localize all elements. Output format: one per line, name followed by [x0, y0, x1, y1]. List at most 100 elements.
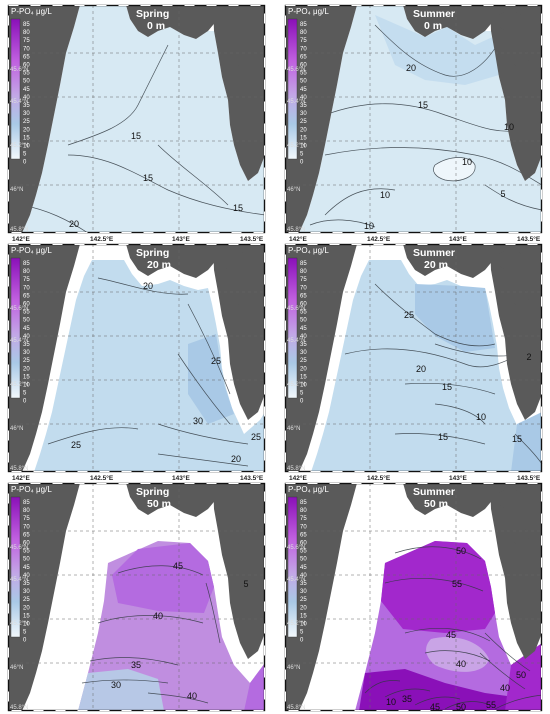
legend-tick-label: 80: [300, 508, 307, 514]
contour-label: 10: [476, 412, 486, 422]
legend-tick-label: 5: [300, 391, 304, 397]
legend-tick-label: 75: [300, 277, 307, 283]
legend-unit: P-PO₄ μg/L: [11, 246, 52, 255]
legend-tick-label: 40: [23, 95, 30, 101]
legend-tick-label: 45: [300, 326, 307, 332]
legend-tick-label: 45: [23, 87, 30, 93]
legend-tick-label: 45: [300, 87, 307, 93]
lon-label: 142.5°E: [90, 235, 114, 243]
contour-label: 45: [446, 630, 456, 640]
lat-label: 45.4°N: [10, 338, 28, 344]
panel-season: Spring: [136, 486, 169, 498]
contour-label: 5: [243, 579, 248, 589]
lat-label: 45.6°N: [10, 306, 28, 312]
lon-label: 142.5°E: [367, 235, 391, 243]
lon-label: 142.5°E: [367, 474, 391, 482]
landmass: [8, 483, 80, 711]
legend-tick-label: 40: [300, 95, 307, 101]
legend-tick-label: 80: [23, 508, 30, 514]
lat-label: 46°N: [287, 187, 300, 193]
legend-tick-label: 35: [300, 342, 307, 348]
contour-label: 15: [233, 203, 243, 213]
legend-colorbar: [287, 257, 298, 399]
island: [220, 250, 249, 271]
lat-label: 45.4°N: [10, 99, 28, 105]
landmass: [8, 5, 80, 233]
legend-tick-label: 40: [300, 573, 307, 579]
legend-tick-label: 75: [23, 38, 30, 44]
landmass: [8, 244, 80, 472]
lon-label: 143.5°E: [240, 474, 264, 482]
contour-label: 5: [500, 189, 505, 199]
contour-label: 40: [187, 691, 197, 701]
legend-tick-label: 80: [300, 269, 307, 275]
legend-tick-label: 30: [300, 350, 307, 356]
contour-label: 35: [402, 694, 412, 704]
legend-tick-label: 85: [23, 261, 30, 267]
legend-tick-label: 85: [300, 261, 307, 267]
lon-label: 143.5°E: [517, 474, 541, 482]
legend-unit: P-PO₄ μg/L: [11, 7, 52, 16]
island: [497, 11, 526, 32]
island: [497, 250, 526, 271]
concentration-high-zone: [375, 15, 499, 85]
legend-tick-label: 65: [23, 54, 30, 60]
contour-label: 10: [504, 122, 514, 132]
contour-line: [514, 433, 543, 465]
legend-tick-label: 85: [300, 22, 307, 28]
island: [508, 288, 529, 306]
landmass: [490, 483, 542, 659]
landmass: [213, 483, 265, 659]
panel-season: Summer: [413, 486, 455, 498]
legend-tick-label: 55: [23, 549, 30, 555]
lat-label: 45.6°N: [287, 545, 305, 551]
legend-tick-label: 75: [300, 38, 307, 44]
panel-frame: [7, 243, 266, 473]
lon-label: 143°E: [172, 235, 190, 243]
contour-line: [157, 144, 229, 206]
contour-line: [364, 680, 401, 694]
lat-label: 46°N: [287, 426, 300, 432]
lat-label: 46°N: [10, 426, 23, 432]
legend-tick-label: 55: [23, 71, 30, 77]
legend-tick-label: 50: [23, 557, 30, 563]
legend-tick-label: 15: [23, 613, 30, 619]
lat-label: 45.4°N: [10, 577, 28, 583]
legend-tick-label: 75: [23, 277, 30, 283]
lat-label: 45.6°N: [287, 67, 305, 73]
panel-depth: 20 m: [147, 259, 171, 271]
lat-label: 45.2°N: [287, 621, 305, 627]
contour-label: 25: [211, 356, 221, 366]
concentration-high-zone: [244, 663, 265, 711]
legend-tick-label: 0: [23, 160, 27, 166]
contour-label: 45: [430, 702, 440, 712]
lon-label: 143°E: [449, 235, 467, 243]
panel-depth: 0 m: [147, 20, 165, 32]
legend-tick-label: 35: [300, 103, 307, 109]
landmass: [403, 244, 495, 278]
legend-tick-label: 55: [300, 549, 307, 555]
island: [220, 489, 249, 510]
legend-tick-label: 70: [23, 46, 30, 52]
concentration-high-zone: [359, 669, 535, 711]
lat-label: 45.2°N: [287, 382, 305, 388]
legend-tick-label: 50: [23, 318, 30, 324]
legend-tick-label: 65: [23, 532, 30, 538]
contour-line: [494, 694, 543, 710]
legend-tick-label: 60: [300, 302, 307, 308]
contour-line: [324, 103, 526, 132]
contour-line: [484, 184, 543, 211]
legend-tick-label: 15: [300, 135, 307, 141]
legend-tick-label: 30: [300, 111, 307, 117]
contour-label: 50: [516, 670, 526, 680]
contour-label: 20: [231, 454, 241, 464]
contour-line: [484, 632, 531, 672]
panel-depth: 50 m: [424, 498, 448, 510]
legend-tick-label: 0: [23, 638, 27, 644]
lat-label: 45.2°N: [10, 382, 28, 388]
legend-tick-label: 70: [300, 46, 307, 52]
legend-tick-label: 20: [300, 605, 307, 611]
legend-tick-label: 55: [23, 310, 30, 316]
legend-tick-label: 25: [300, 358, 307, 364]
